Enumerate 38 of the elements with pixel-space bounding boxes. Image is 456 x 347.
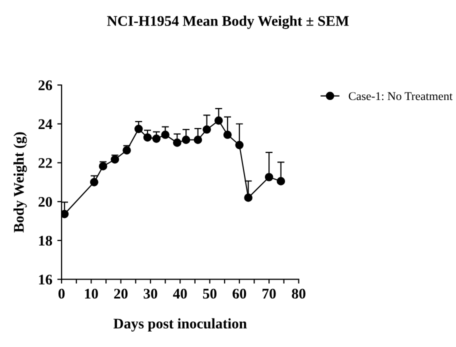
- point: [276, 177, 286, 186]
- point: [214, 116, 223, 125]
- x-tick-label: 20: [114, 288, 128, 299]
- y-tick-label: 24: [38, 119, 52, 129]
- point: [264, 172, 274, 182]
- point: [143, 133, 152, 142]
- legend-label: Case-1: No Treatment: [348, 92, 453, 100]
- point: [194, 136, 202, 144]
- point: [134, 124, 143, 134]
- y-axis-title: Body Weight (g): [14, 132, 27, 232]
- y-tick-label: 16: [39, 274, 52, 285]
- x-tick-label: 30: [144, 288, 158, 299]
- y-tick-label: 18: [39, 236, 52, 246]
- point: [152, 134, 161, 143]
- x-tick-label: 0: [58, 288, 65, 299]
- x-tick-label: 40: [173, 288, 187, 299]
- x-tick-label: 80: [292, 288, 306, 299]
- y-tick-label: 26: [38, 80, 52, 90]
- y-tick-label: 22: [38, 158, 52, 168]
- x-tick-label: 60: [232, 288, 246, 299]
- point: [223, 130, 232, 139]
- x-tick-label: 10: [85, 288, 98, 299]
- point: [62, 210, 69, 218]
- x-axis-title: Days post inoculation: [114, 318, 247, 332]
- point: [122, 146, 131, 154]
- point: [90, 178, 98, 186]
- point: [244, 194, 252, 202]
- point: [202, 125, 211, 134]
- point: [161, 130, 170, 139]
- x-tick-label: 50: [203, 288, 216, 299]
- point: [235, 140, 244, 150]
- chart-title: NCI-H1954 Mean Body Weight ± SEM: [107, 16, 349, 29]
- y-tick-label: 20: [38, 196, 52, 207]
- point: [98, 162, 108, 170]
- point: [182, 136, 190, 144]
- point: [172, 138, 182, 147]
- x-tick-label: 70: [262, 288, 276, 299]
- point: [110, 155, 120, 164]
